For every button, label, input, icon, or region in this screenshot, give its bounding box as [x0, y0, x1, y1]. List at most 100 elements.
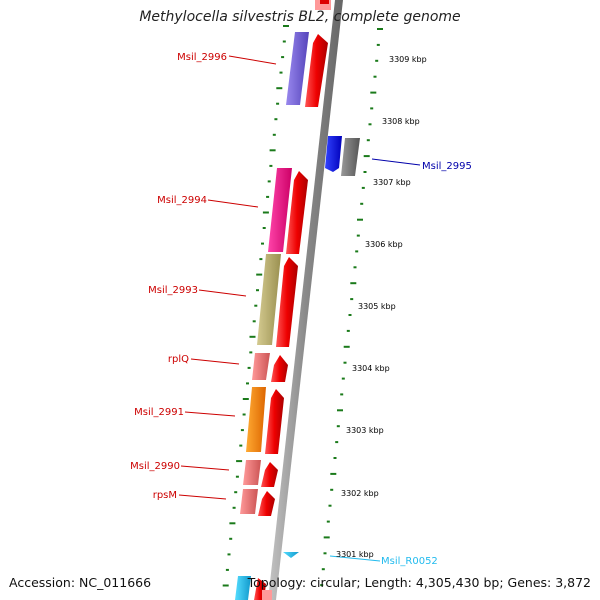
gene-rpsm-cds-arrow[interactable] — [258, 491, 275, 516]
gene-rpsm-block[interactable] — [240, 489, 258, 514]
gene-msil-2995-partner-block[interactable] — [341, 138, 360, 176]
ruler-dot — [234, 491, 238, 494]
ruler-dot — [252, 320, 256, 323]
ruler-dot — [240, 429, 244, 432]
label-msil-2994[interactable]: Msil_2994 — [157, 195, 207, 206]
ruler-dot — [343, 361, 347, 364]
gene-msil-2991-block[interactable] — [246, 387, 266, 452]
leader-msil-2995 — [371, 158, 421, 166]
ruler-dot — [232, 506, 236, 509]
gene-rplq-block[interactable] — [252, 353, 270, 380]
ruler-dot — [256, 289, 259, 292]
partial-feature-bottom-cyan — [235, 576, 251, 600]
ruler-dot — [281, 56, 285, 59]
gene-msil-2991-cds-arrow[interactable] — [265, 389, 284, 454]
label-leader-lines — [178, 55, 421, 562]
kbp-tick-label: 3309 kbp — [389, 55, 427, 64]
ruler-dot — [368, 123, 372, 126]
ruler-dot — [348, 314, 352, 316]
label-rplq[interactable]: rplQ — [168, 354, 189, 365]
label-msil-2991[interactable]: Msil_2991 — [134, 407, 184, 418]
ruler-dot — [246, 382, 249, 385]
gene-msil-2990-block[interactable] — [243, 460, 261, 485]
partial-feature-bottom-pink — [262, 590, 272, 600]
ruler-dot — [254, 304, 258, 307]
gene-msil-2996-cds-arrow[interactable] — [305, 34, 328, 107]
ruler-dot — [341, 377, 345, 380]
ruler-dot — [343, 345, 350, 348]
ruler-dot — [337, 409, 343, 412]
ruler-dot — [276, 102, 280, 105]
gene-msil-2990-cds-arrow[interactable] — [261, 462, 278, 487]
leader-msil-2994 — [207, 199, 259, 208]
label-rpsm[interactable]: rpsM — [153, 490, 177, 501]
gene-msil-r0052-marker[interactable] — [283, 552, 299, 558]
kbp-tick-label: 3302 kbp — [341, 489, 379, 498]
ruler-dot — [336, 425, 340, 428]
accession-text: Accession: NC_011666 — [9, 575, 152, 590]
gene-msil-2994-cds-arrow[interactable] — [286, 171, 308, 254]
gene-msil-2993-cds-arrow[interactable] — [276, 257, 298, 347]
ruler-dot — [272, 133, 276, 136]
ruler-dot — [330, 488, 334, 491]
partial-feature-top-pink — [315, 0, 331, 10]
ruler-dot — [326, 520, 330, 523]
ruler-dot — [330, 472, 337, 475]
ruler-dot — [366, 139, 370, 142]
ruler-dot — [261, 242, 264, 245]
ruler-dot — [375, 59, 379, 62]
kbp-tick-label: 3303 kbp — [346, 426, 384, 435]
ruler-dot — [357, 218, 363, 221]
ruler-dot — [346, 329, 350, 332]
ruler-dot — [363, 155, 370, 158]
ruler-dot — [236, 460, 243, 463]
kbp-tick-label: 3304 kbp — [352, 364, 390, 373]
leader-msil-r0052 — [329, 555, 381, 562]
partial-feature-top-red — [320, 0, 329, 4]
kbp-tick-label: 3307 kbp — [373, 178, 411, 187]
gene-msil-2993-block[interactable] — [257, 254, 281, 345]
kbp-tick-label: 3306 kbp — [365, 240, 403, 249]
ruler-dot — [377, 28, 383, 30]
ruler-dot — [350, 282, 357, 285]
label-msil-2993[interactable]: Msil_2993 — [148, 285, 198, 296]
ruler-dot — [249, 335, 256, 338]
ruler-dot — [222, 584, 229, 587]
ruler-dot — [363, 171, 367, 173]
gene-msil-2996-block[interactable] — [286, 32, 309, 105]
gene-msil-2994-block[interactable] — [268, 168, 292, 252]
ruler-dot — [262, 227, 266, 229]
label-msil-2996[interactable]: Msil_2996 — [177, 52, 227, 63]
ruler-dot — [323, 552, 327, 555]
ruler-dot — [340, 393, 344, 396]
ruler-dot — [321, 568, 325, 571]
ruler-dot — [335, 441, 339, 444]
kbp-tick-labels: 3309 kbp 3308 kbp 3307 kbp 3306 kbp 3305… — [336, 55, 427, 559]
ruler-dot — [235, 475, 239, 478]
ruler-dot — [373, 75, 377, 78]
gene-rplq-cds-arrow[interactable] — [271, 355, 288, 382]
leader-msil-2993 — [198, 289, 247, 297]
gene-msil-2995-arrow[interactable] — [325, 136, 342, 172]
ruler-dot — [227, 553, 231, 556]
ruler-dot — [229, 522, 236, 525]
ruler-dot — [269, 149, 276, 152]
ruler-dot — [262, 211, 269, 214]
ruler-dot — [283, 25, 289, 27]
ruler-dot — [376, 43, 380, 46]
ruler-dot — [279, 71, 283, 74]
ruler-dot — [266, 195, 270, 198]
kbp-tick-label: 3308 kbp — [382, 117, 420, 126]
ruler-dot — [259, 258, 263, 261]
ruler-dot — [370, 91, 377, 94]
label-msil-2995[interactable]: Msil_2995 — [422, 161, 472, 172]
gene-labels: Msil_2996 Msil_2995 Msil_2994 Msil_2993 … — [130, 52, 472, 567]
label-msil-2990[interactable]: Msil_2990 — [130, 461, 180, 472]
topology-text: Topology: circular; Length: 4,305,430 bp… — [247, 575, 591, 590]
ruler-dot — [333, 457, 337, 459]
ruler-dot — [247, 366, 251, 369]
leader-msil-2996 — [228, 55, 277, 65]
label-msil-r0052[interactable]: Msil_R0052 — [381, 556, 438, 567]
ruler-dot — [328, 504, 332, 507]
